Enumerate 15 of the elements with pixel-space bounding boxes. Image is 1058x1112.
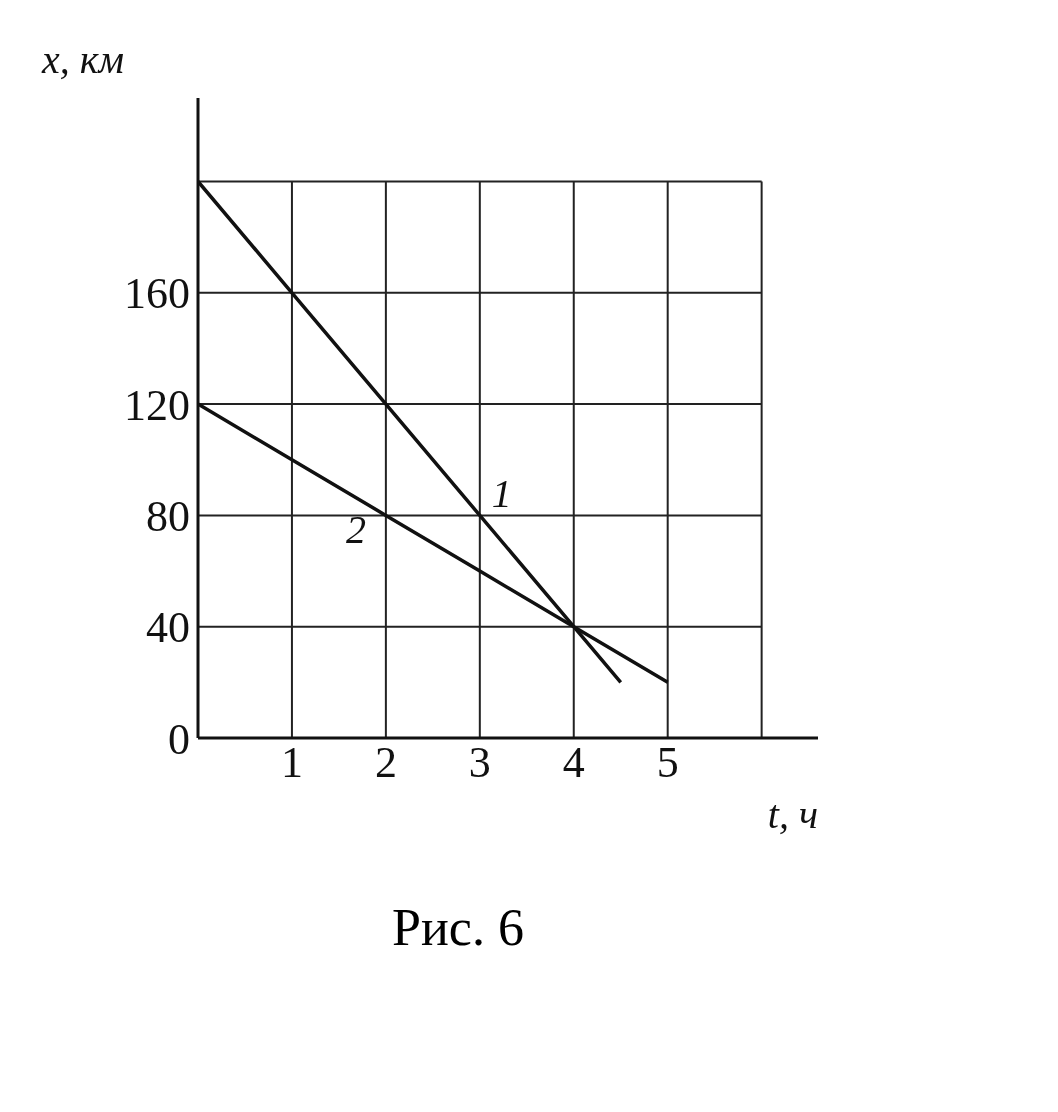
x-tick-label: 3 (468, 738, 491, 788)
series-label: 1 (491, 471, 512, 517)
y-axis-title: x, км (41, 37, 124, 82)
y-tick-label: 120 (124, 380, 190, 430)
y-tick-label: 40 (146, 603, 190, 653)
y-tick-label: 160 (124, 269, 190, 319)
y-tick-label: 0 (168, 714, 190, 764)
x-tick-label: 5 (656, 738, 679, 788)
x-tick-label: 2 (374, 738, 397, 788)
x-tick-label: 1 (280, 738, 303, 788)
series-label: 2 (345, 507, 366, 553)
text: Рис. 6 (391, 898, 525, 957)
y-tick-label: 80 (146, 492, 190, 542)
x-tick-label: 4 (562, 738, 585, 788)
x-axis-title: t, ч (767, 792, 818, 837)
